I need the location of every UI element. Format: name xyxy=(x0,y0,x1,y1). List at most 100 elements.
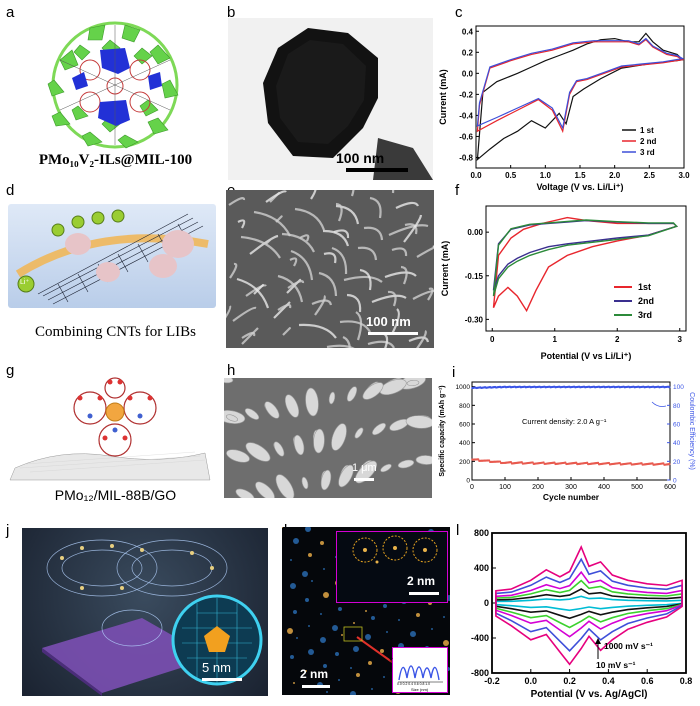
chart-i-ce-point xyxy=(668,386,671,389)
chart-l-xtick-label: 0.8 xyxy=(680,676,693,686)
chart-c-ytick-label: -0.8 xyxy=(459,153,473,162)
chart-l-ytick-label: 0 xyxy=(484,598,489,608)
sem-e-fiber xyxy=(333,229,350,239)
haadf-k-atom xyxy=(386,631,388,633)
chart-f-xtick-label: 1 xyxy=(553,335,558,344)
chart-c-ylabel: Current (mA) xyxy=(438,69,448,125)
haadf-k-atom xyxy=(431,628,433,630)
sem-e-fiber xyxy=(363,226,384,241)
caption-d: Combining CNTs for LIBs xyxy=(34,324,197,340)
scalebar-line-k-inset xyxy=(409,592,439,595)
haadf-k-atom xyxy=(323,592,329,598)
panel-k-haadf-image: 2 nm Intensity 0.0 0.2 0.4 0.6 0.8 1.0 S… xyxy=(282,527,450,695)
chart-c-xtick-label: 0.0 xyxy=(470,171,482,180)
chart-f-series-3 xyxy=(492,219,678,297)
sem-h-flake xyxy=(397,459,415,469)
sem-e-fiber xyxy=(290,249,314,281)
chart-l-ytick-label: 400 xyxy=(474,563,489,573)
chart-c-xtick-label: 1.0 xyxy=(540,171,552,180)
sem-e-fiber xyxy=(391,247,408,257)
chart-l-annotation-high: 1000 mV s⁻¹ xyxy=(604,641,653,651)
sem-e-fiber xyxy=(232,306,257,322)
haadf-k-atom xyxy=(282,527,283,528)
sem-h-flake xyxy=(354,460,378,484)
sem-h-flake xyxy=(226,449,250,463)
haadf-k-atom xyxy=(323,568,325,570)
chart-c: 0.0 0.5 1.0 1.5 2.0 2.5 3.0 0.4 0.2 0.0 -0.2 -0.4 -0… xyxy=(438,25,690,192)
chart-c-series-1 xyxy=(476,32,684,161)
chart-f-xlabel: Potential (V vs Li/Li⁺) xyxy=(541,351,632,361)
li-ion-badge: Li⁺ xyxy=(20,279,30,286)
chart-i-ytick-label: 600 xyxy=(459,422,470,429)
panel-label-i: i xyxy=(452,364,456,381)
chart-i: 0 100 200 300 400 500 600020040060080010000204… xyxy=(439,381,695,502)
chart-l-frame xyxy=(491,532,687,674)
sem-e-fiber xyxy=(387,290,397,307)
haadf-k-atom xyxy=(416,613,420,617)
sem-e-fiber xyxy=(229,262,238,279)
chart-c-xtick-label: 2.5 xyxy=(644,171,656,180)
chart-f-frame xyxy=(485,205,687,332)
sem-e-fiber xyxy=(287,280,305,289)
haadf-k-atom xyxy=(338,607,342,611)
scalebar-line-e xyxy=(368,332,418,335)
sem-e-fiber xyxy=(299,234,310,242)
sem-e-fiber xyxy=(326,344,355,348)
chart-f-ytick-label: -0.30 xyxy=(465,315,484,324)
sem-e-fiber xyxy=(339,320,371,333)
sem-e-fiber xyxy=(342,335,351,348)
chart-f-ytick-label: -0.15 xyxy=(465,272,484,281)
k-inset-top: 2 nm xyxy=(336,531,448,603)
sem-h-flake xyxy=(354,427,364,439)
haadf-k-atom xyxy=(320,637,326,643)
sem-e-fiber xyxy=(314,294,326,316)
sem-h-flake xyxy=(235,488,255,498)
chart-c-ytick-label: -0.2 xyxy=(459,90,473,99)
sem-e-fiber xyxy=(281,232,315,253)
haadf-k-atom xyxy=(398,619,400,621)
chart-c-ytick-label: 0.2 xyxy=(462,48,474,57)
panel-label-c: c xyxy=(455,4,463,21)
haadf-k-atom xyxy=(293,610,297,614)
chart-l-xlabel: Potential (V vs. Ag/AgCl) xyxy=(531,689,648,700)
chart-l-xtick-label: 0.4 xyxy=(602,676,615,686)
haadf-k-atom xyxy=(293,538,299,544)
chart-i-y2tick-label: 80 xyxy=(673,403,681,410)
sem-e-fiber xyxy=(289,257,298,267)
chart-f-legend-label-3: 3rd xyxy=(638,310,652,320)
sem-e-fiber xyxy=(395,201,420,209)
chart-l-series-6 xyxy=(495,545,683,666)
sem-h-flake xyxy=(406,379,420,387)
panel-g-pom-go-structure xyxy=(9,377,211,481)
chart-c-legend-label-1: 1 st xyxy=(640,126,654,135)
sem-h-flake xyxy=(293,434,305,456)
chart-c-series-2 xyxy=(476,38,685,134)
sem-e-fiber xyxy=(335,204,360,225)
haadf-k-atom xyxy=(296,637,298,639)
haadf-k-atom xyxy=(383,604,387,608)
haadf-k-atom xyxy=(311,580,313,582)
haadf-k-atom xyxy=(320,613,322,615)
chart-f-ylabel: Current (mA) xyxy=(440,241,450,297)
sem-e-fiber xyxy=(412,289,434,300)
chart-i-y2tick-label: 100 xyxy=(673,384,684,391)
chart-l-arrowhead xyxy=(595,638,601,644)
chart-i-y2tick-label: 20 xyxy=(673,459,681,466)
sem-e-fiber xyxy=(226,305,232,319)
sem-e-fiber xyxy=(335,202,343,222)
chart-l-ytick-label: -800 xyxy=(471,668,489,678)
haadf-k-atom xyxy=(371,616,375,620)
chart-c-legend-label-2: 2 nd xyxy=(640,137,657,146)
chart-i-xtick-label: 0 xyxy=(470,484,474,491)
sem-h-flake xyxy=(338,464,354,488)
panel-label-l: l xyxy=(456,522,460,539)
chart-c-ytick-label: -0.6 xyxy=(459,132,473,141)
chart-i-capacity-point xyxy=(668,463,671,466)
chart-l-xtick-label: 0.2 xyxy=(563,676,576,686)
sem-e-fiber xyxy=(240,235,281,259)
sem-e-fiber xyxy=(331,246,348,275)
sem-e-fiber xyxy=(391,308,400,335)
haadf-k-atom xyxy=(353,622,355,624)
panel-label-a: a xyxy=(6,4,15,21)
sem-h-flake xyxy=(328,391,336,405)
